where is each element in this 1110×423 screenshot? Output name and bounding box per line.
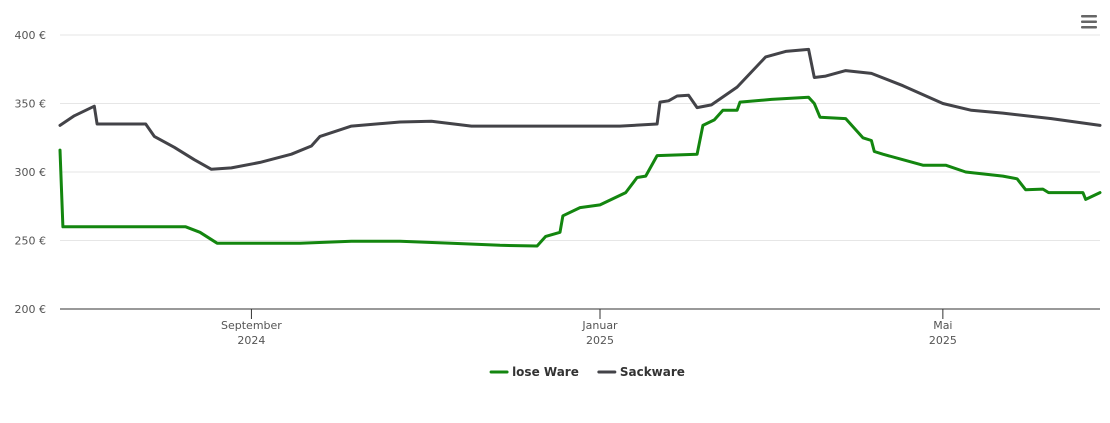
y-tick-label: 300 € bbox=[15, 166, 47, 179]
series-line bbox=[58, 95, 1102, 248]
x-tick-label: September bbox=[221, 319, 282, 332]
legend-label: lose Ware bbox=[512, 365, 579, 379]
menu-icon[interactable] bbox=[1081, 15, 1097, 29]
x-tick-label: 2024 bbox=[237, 334, 265, 347]
legend-label: Sackware bbox=[620, 365, 685, 379]
y-tick-label: 400 € bbox=[15, 29, 47, 42]
series-line bbox=[58, 47, 1102, 171]
x-tick-label: Mai bbox=[933, 319, 952, 332]
legend-item[interactable]: lose Ware bbox=[489, 365, 579, 379]
legend: lose Ware Sackware bbox=[489, 365, 685, 379]
y-tick-label: 200 € bbox=[15, 303, 47, 316]
legend-item[interactable]: Sackware bbox=[597, 365, 685, 379]
x-tick-label: 2025 bbox=[929, 334, 957, 347]
x-tick-label: Januar bbox=[581, 319, 618, 332]
y-tick-label: 350 € bbox=[15, 98, 47, 111]
x-tick-label: 2025 bbox=[586, 334, 614, 347]
y-tick-label: 250 € bbox=[15, 235, 47, 248]
